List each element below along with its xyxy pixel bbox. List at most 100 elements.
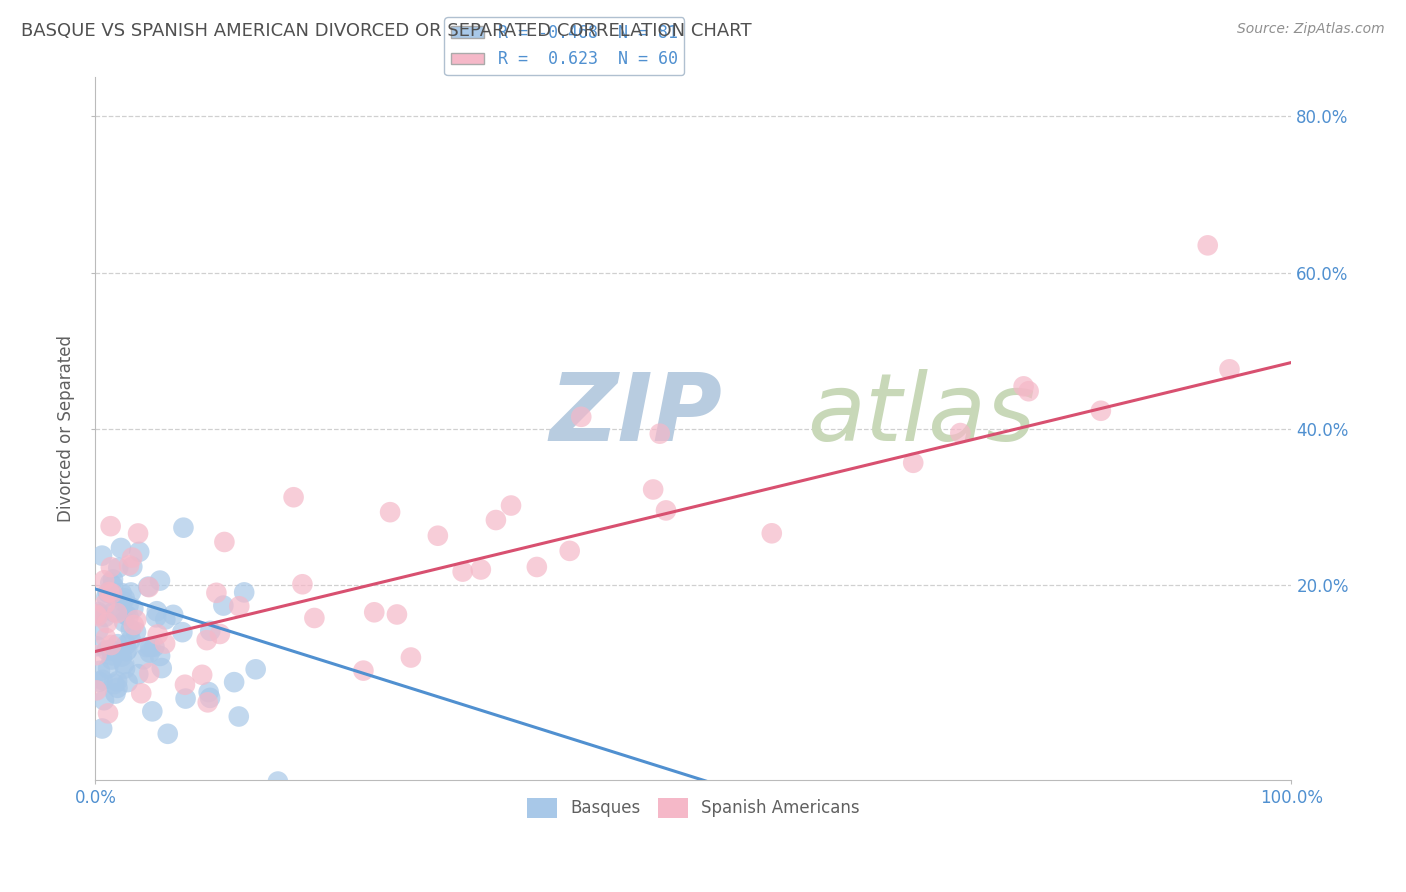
Point — [352, 664, 374, 678]
Point — [117, 599, 139, 613]
Point — [451, 565, 474, 579]
Point — [208, 627, 231, 641]
Point — [96, 615, 118, 630]
Point — [87, 674, 110, 689]
Point — [291, 577, 314, 591]
Point — [97, 661, 120, 675]
Point — [91, 549, 114, 563]
Point — [655, 503, 678, 517]
Point — [485, 513, 508, 527]
Point — [105, 674, 128, 689]
Point — [117, 675, 139, 690]
Point — [267, 774, 290, 789]
Point — [94, 597, 117, 611]
Point — [120, 623, 142, 637]
Point — [399, 650, 422, 665]
Point — [155, 612, 177, 626]
Point — [87, 623, 110, 637]
Point — [643, 483, 665, 497]
Point — [91, 673, 114, 687]
Point — [128, 545, 150, 559]
Point — [125, 613, 148, 627]
Point — [87, 607, 110, 621]
Point — [648, 426, 671, 441]
Point — [174, 691, 197, 706]
Point — [100, 519, 122, 533]
Point — [111, 594, 134, 608]
Point — [100, 560, 122, 574]
Point — [112, 657, 135, 672]
Point — [96, 643, 118, 657]
Point — [378, 505, 401, 519]
Point — [120, 632, 142, 647]
Point — [100, 652, 122, 666]
Point — [122, 618, 145, 632]
Point — [141, 704, 163, 718]
Point — [172, 625, 194, 640]
Point — [198, 690, 221, 705]
Point — [150, 661, 173, 675]
Point — [114, 591, 136, 606]
Point — [245, 662, 267, 676]
Point — [121, 550, 143, 565]
Point — [205, 586, 228, 600]
Point — [135, 640, 157, 655]
Point — [197, 695, 219, 709]
Point — [136, 580, 159, 594]
Point — [112, 615, 135, 629]
Point — [156, 727, 179, 741]
Point — [121, 559, 143, 574]
Point — [101, 573, 124, 587]
Point — [224, 675, 246, 690]
Point — [105, 645, 128, 659]
Point — [86, 639, 108, 653]
Point — [97, 586, 120, 600]
Point — [97, 706, 120, 721]
Y-axis label: Divorced or Separated: Divorced or Separated — [58, 335, 75, 523]
Point — [91, 722, 114, 736]
Point — [98, 575, 121, 590]
Point — [129, 686, 152, 700]
Point — [499, 499, 522, 513]
Point — [145, 610, 167, 624]
Point — [115, 644, 138, 658]
Point — [103, 605, 125, 619]
Point — [98, 585, 121, 599]
Point — [110, 602, 132, 616]
Point — [125, 624, 148, 639]
Point — [426, 529, 449, 543]
Point — [84, 607, 107, 621]
Point — [143, 640, 166, 654]
Point — [118, 558, 141, 573]
Point — [115, 638, 138, 652]
Point — [117, 609, 139, 624]
Point — [101, 586, 124, 600]
Point — [558, 544, 581, 558]
Point — [304, 611, 326, 625]
Point — [115, 643, 138, 657]
Point — [107, 637, 129, 651]
Point — [107, 681, 129, 695]
Point — [146, 604, 169, 618]
Point — [212, 599, 235, 613]
Point — [86, 683, 108, 698]
Point — [138, 580, 160, 594]
Point — [761, 526, 783, 541]
Point — [84, 607, 107, 622]
Point — [470, 562, 492, 576]
Point — [114, 661, 136, 675]
Point — [228, 599, 250, 614]
Text: ZIP: ZIP — [550, 368, 723, 461]
Point — [94, 631, 117, 645]
Point — [120, 585, 142, 599]
Point — [96, 590, 118, 604]
Point — [86, 609, 108, 624]
Point — [1090, 403, 1112, 417]
Point — [153, 636, 176, 650]
Point — [138, 666, 160, 681]
Point — [103, 677, 125, 691]
Point — [233, 585, 256, 599]
Point — [228, 709, 250, 723]
Point — [197, 685, 219, 699]
Point — [1012, 379, 1035, 393]
